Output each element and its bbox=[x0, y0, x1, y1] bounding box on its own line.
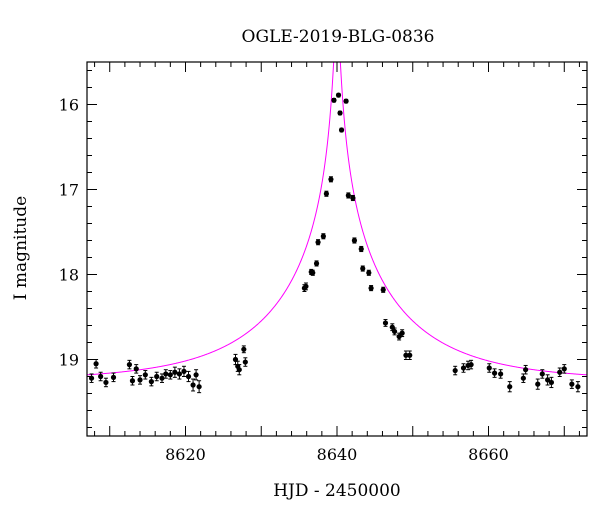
x-tick-label: 8660 bbox=[468, 445, 509, 464]
data-point bbox=[193, 372, 199, 378]
y-tick-label: 16 bbox=[59, 96, 79, 115]
data-point bbox=[460, 365, 467, 371]
data-point bbox=[380, 287, 386, 293]
data-point bbox=[535, 381, 541, 387]
data-point bbox=[242, 359, 248, 365]
y-tick-label: 17 bbox=[59, 181, 79, 200]
data-point bbox=[126, 362, 133, 368]
data-point bbox=[313, 260, 320, 267]
data-point bbox=[98, 373, 104, 380]
data-point bbox=[575, 384, 581, 390]
data-point bbox=[351, 237, 358, 244]
data-point bbox=[366, 270, 372, 276]
data-point bbox=[310, 270, 316, 276]
data-point bbox=[343, 98, 349, 104]
data-point bbox=[137, 377, 143, 383]
data-point bbox=[142, 372, 148, 378]
x-tick-label: 8640 bbox=[317, 445, 358, 464]
data-point bbox=[315, 239, 321, 245]
data-point bbox=[520, 375, 526, 381]
data-point bbox=[368, 285, 374, 291]
data-point bbox=[303, 283, 309, 289]
data-point bbox=[486, 365, 492, 371]
data-point bbox=[172, 369, 178, 375]
data-point bbox=[176, 371, 183, 377]
model-curve-layer bbox=[86, 61, 588, 376]
data-point bbox=[399, 330, 405, 336]
y-axis-label: I magnitude bbox=[11, 196, 31, 300]
data-point bbox=[110, 374, 117, 380]
y-tick-label: 19 bbox=[59, 351, 79, 370]
data-point bbox=[491, 370, 498, 376]
data-point bbox=[185, 373, 192, 380]
data-point bbox=[468, 362, 474, 368]
data-point bbox=[328, 176, 334, 182]
data-point bbox=[337, 110, 343, 116]
data-point bbox=[557, 369, 563, 375]
data-point bbox=[323, 191, 329, 197]
data-point bbox=[103, 379, 109, 386]
model-curve bbox=[86, 61, 588, 376]
data-point bbox=[93, 361, 99, 367]
data-point bbox=[163, 371, 169, 377]
y-tick-label: 18 bbox=[59, 266, 79, 285]
data-point bbox=[498, 371, 504, 377]
data-point bbox=[159, 375, 165, 381]
data-point bbox=[345, 192, 351, 199]
data-point bbox=[133, 366, 139, 372]
data-point bbox=[452, 367, 458, 374]
data-point bbox=[129, 378, 136, 384]
data-point bbox=[403, 352, 409, 358]
data-point bbox=[196, 384, 202, 390]
x-axis-label: HJD - 2450000 bbox=[273, 481, 401, 501]
data-point bbox=[548, 379, 554, 386]
data-point bbox=[167, 372, 173, 378]
data-point bbox=[338, 127, 345, 133]
data-point bbox=[181, 368, 187, 374]
data-points-layer bbox=[88, 92, 581, 394]
data-point bbox=[148, 379, 154, 385]
data-point bbox=[561, 366, 567, 372]
data-point bbox=[382, 320, 389, 326]
data-point bbox=[335, 92, 342, 98]
data-point bbox=[396, 333, 402, 340]
chart-title: OGLE-2019-BLG-0836 bbox=[242, 27, 435, 47]
data-point bbox=[190, 382, 196, 388]
axis-ticks: 8620 8640 8660 16 17 18 19 bbox=[59, 62, 587, 464]
plot-frame bbox=[86, 61, 588, 437]
data-point bbox=[320, 233, 326, 239]
data-point bbox=[154, 373, 160, 380]
data-point bbox=[391, 328, 398, 335]
data-point bbox=[360, 265, 366, 272]
data-point bbox=[545, 377, 551, 383]
data-point bbox=[236, 367, 242, 373]
data-point bbox=[241, 346, 247, 352]
x-tick-label: 8620 bbox=[165, 445, 206, 464]
data-point bbox=[350, 195, 356, 201]
data-point bbox=[407, 352, 413, 358]
data-point bbox=[358, 246, 364, 252]
data-point bbox=[88, 375, 95, 381]
data-point bbox=[523, 367, 529, 373]
data-point bbox=[569, 381, 575, 387]
data-point bbox=[507, 384, 513, 390]
data-point bbox=[539, 371, 545, 377]
data-point bbox=[331, 97, 337, 103]
